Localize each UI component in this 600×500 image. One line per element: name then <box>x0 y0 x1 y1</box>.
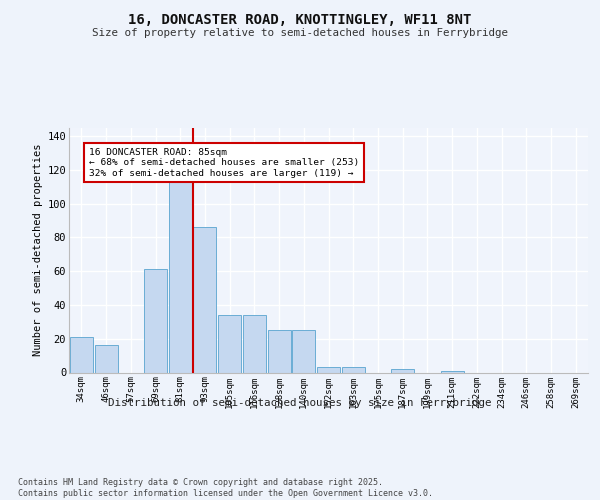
Y-axis label: Number of semi-detached properties: Number of semi-detached properties <box>34 144 43 356</box>
Text: Contains HM Land Registry data © Crown copyright and database right 2025.
Contai: Contains HM Land Registry data © Crown c… <box>18 478 433 498</box>
Bar <box>169 173 192 372</box>
Bar <box>317 368 340 372</box>
Text: Distribution of semi-detached houses by size in Ferrybridge: Distribution of semi-detached houses by … <box>108 398 492 407</box>
Bar <box>193 227 217 372</box>
Text: 16, DONCASTER ROAD, KNOTTINGLEY, WF11 8NT: 16, DONCASTER ROAD, KNOTTINGLEY, WF11 8N… <box>128 12 472 26</box>
Bar <box>268 330 290 372</box>
Text: 16 DONCASTER ROAD: 85sqm
← 68% of semi-detached houses are smaller (253)
32% of : 16 DONCASTER ROAD: 85sqm ← 68% of semi-d… <box>89 148 359 178</box>
Text: Size of property relative to semi-detached houses in Ferrybridge: Size of property relative to semi-detach… <box>92 28 508 38</box>
Bar <box>292 330 315 372</box>
Bar <box>218 315 241 372</box>
Bar <box>391 369 414 372</box>
Bar <box>440 371 464 372</box>
Bar <box>342 368 365 372</box>
Bar <box>95 346 118 372</box>
Bar <box>70 337 93 372</box>
Bar <box>243 315 266 372</box>
Bar <box>144 270 167 372</box>
